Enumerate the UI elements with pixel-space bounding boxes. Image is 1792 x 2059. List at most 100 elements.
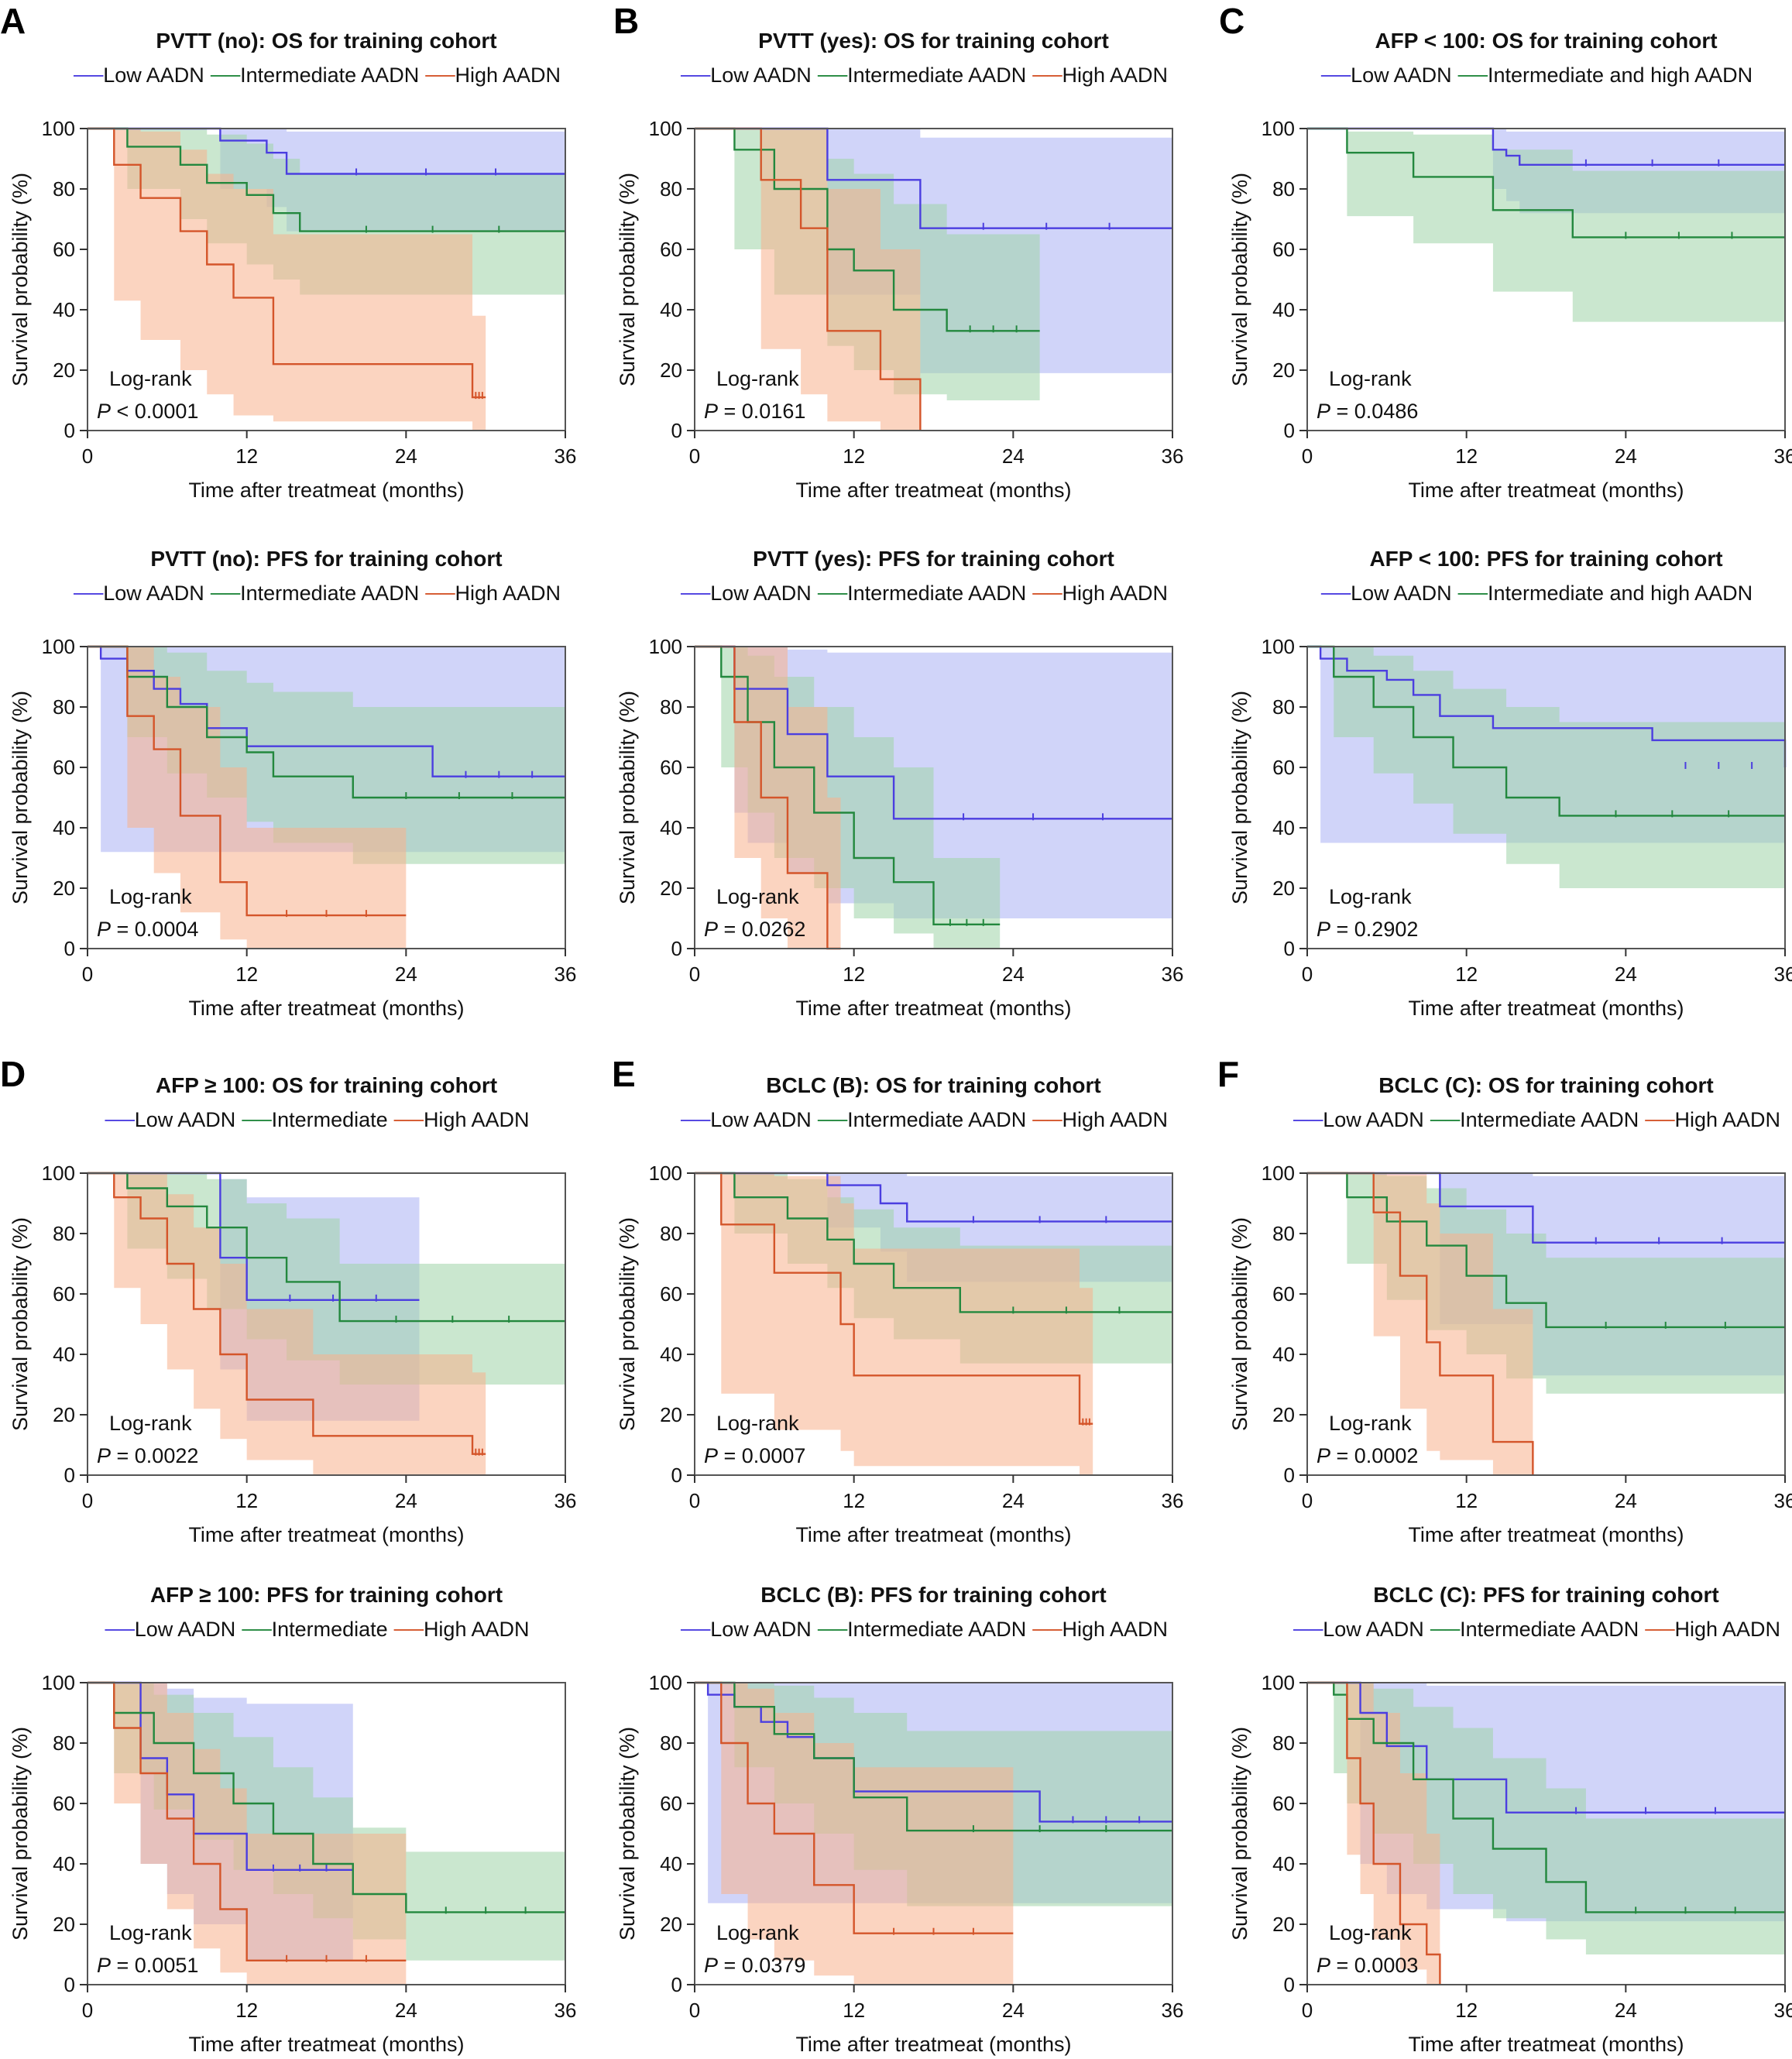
chart-title: PVTT (no): PFS for training cohort	[150, 547, 502, 571]
y-axis-label: Survival probability (%)	[616, 1217, 639, 1431]
legend-label-high: High AADN	[424, 1618, 530, 1641]
y-tick-label: 20	[53, 877, 75, 900]
y-tick-label: 100	[649, 635, 682, 658]
chart-title: PVTT (yes): PFS for training cohort	[753, 547, 1114, 571]
legend-swatch-high: ──	[1644, 1618, 1675, 1641]
survival-curve-low	[695, 1172, 1172, 1223]
y-tick-label: 40	[53, 1343, 75, 1366]
legend-label-high: High AADN	[455, 582, 561, 605]
x-tick-label: 36	[1774, 1999, 1792, 2022]
legend-label-low: Low AADN	[710, 582, 812, 605]
chart-title: AFP ≥ 100: OS for training cohort	[156, 1073, 497, 1097]
x-tick-label: 12	[235, 1999, 258, 2022]
survival-curve-intermediate	[695, 1681, 1172, 1832]
legend-swatch-high: ──	[393, 1108, 424, 1131]
legend-label-intermediate: Intermediate AADN	[1460, 1108, 1639, 1131]
x-tick-label: 0	[1302, 1999, 1313, 2022]
legend-swatch-high: ──	[1032, 63, 1062, 87]
x-tick-label: 24	[395, 963, 417, 986]
x-tick-label: 36	[1162, 1999, 1184, 2022]
legend-swatch-intermediate: ──	[1457, 582, 1488, 605]
y-tick-label: 100	[1262, 117, 1295, 140]
x-tick-label: 36	[554, 1999, 577, 2022]
legend-label-low: Low AADN	[1351, 582, 1452, 605]
legend-label-intermediate: Intermediate AADN	[847, 1618, 1026, 1641]
survival-curve-intermediate	[88, 645, 565, 799]
y-tick-label: 100	[649, 1162, 682, 1185]
legend: ──Low AADN ──Intermediate AADN ──High AADN	[680, 63, 1168, 87]
x-tick-label: 12	[843, 963, 865, 986]
legend-swatch-intermediate: ──	[210, 582, 241, 605]
plot-frame	[694, 646, 1173, 949]
y-tick-label: 100	[1262, 1671, 1295, 1694]
x-tick-label: 12	[843, 1489, 865, 1512]
survival-curve-intermediate	[1307, 1172, 1785, 1329]
legend-label-high: High AADN	[424, 1108, 530, 1131]
x-tick-label: 12	[1455, 1999, 1478, 2022]
km-plot-8: 0 20 40 60 80 100 0 12 24 36 Time after treatmeat …	[616, 1073, 1183, 1546]
x-tick-label: 24	[1615, 1489, 1637, 1512]
y-tick-label: 20	[53, 1913, 75, 1936]
x-tick-label: 24	[1615, 963, 1637, 986]
legend: ──Low AADN ──Intermediate AADN ──High AADN	[73, 63, 561, 87]
p-value: P = 0.0003	[1317, 1954, 1418, 1977]
x-axis-label: Time after treatmeat (months)	[188, 2033, 464, 2056]
legend-swatch-high: ──	[1032, 1618, 1062, 1641]
panel-letter-c: C	[1219, 1, 1245, 41]
legend-swatch-intermediate: ──	[1430, 1618, 1461, 1641]
plot-frame	[87, 1172, 566, 1476]
legend-label-intermediate: Intermediate AADN	[847, 63, 1026, 87]
km-plot-11: 0 20 40 60 80 100 0 12 24 36 Time after treatmeat …	[616, 1583, 1183, 2056]
svg-text:──Low AADN──Intermediate──High: ──Low AADN ──Intermediate ──High AADN	[104, 1108, 529, 1131]
x-axis-label: Time after treatmeat (months)	[188, 997, 464, 1020]
x-tick-label: 24	[1002, 1489, 1025, 1512]
y-tick-label: 80	[1272, 1731, 1295, 1755]
y-axis-label: Survival probability (%)	[9, 1727, 32, 1941]
x-axis-label: Time after treatmeat (months)	[795, 997, 1071, 1020]
x-tick-label: 0	[689, 963, 700, 986]
y-axis-label: Survival probability (%)	[1228, 1727, 1251, 1941]
plot-frame	[87, 128, 566, 431]
x-tick-label: 36	[554, 1489, 577, 1512]
legend: ──Low AADN ──Intermediate AADN ──High AADN	[1293, 1108, 1780, 1131]
x-tick-label: 24	[1002, 444, 1025, 468]
logrank-label: Log-rank	[716, 885, 799, 908]
km-plot-6: 0 20 40 60 80 100 0 12 24 36 Time after treatmeat …	[1228, 547, 1792, 1020]
p-value: P = 0.2902	[1317, 918, 1418, 941]
y-tick-label: 0	[671, 1973, 682, 1996]
x-tick-label: 12	[843, 1999, 865, 2022]
p-value: P = 0.0051	[97, 1954, 198, 1977]
x-tick-label: 24	[395, 444, 417, 468]
x-tick-label: 24	[1615, 1999, 1637, 2022]
chart-title: PVTT (yes): OS for training cohort	[758, 29, 1109, 53]
p-value: P < 0.0001	[97, 400, 198, 423]
legend-swatch-intermediate: ──	[1430, 1108, 1461, 1131]
km-plot-2: 0 20 40 60 80 100 0 12 24 36 Time after treatmeat …	[616, 29, 1183, 502]
x-tick-label: 36	[554, 444, 577, 468]
y-tick-label: 0	[1284, 419, 1295, 442]
y-tick-label: 80	[660, 177, 682, 201]
x-tick-label: 0	[689, 1999, 700, 2022]
x-tick-label: 12	[843, 444, 865, 468]
plot-frame	[1306, 1682, 1786, 1985]
svg-text:──Low AADN──Intermediate and h: ──Low AADN ──Intermediate and high AADN	[1320, 63, 1753, 87]
legend-label-low: Low AADN	[135, 1618, 236, 1641]
legend-swatch-intermediate: ──	[817, 582, 848, 605]
p-value: P = 0.0486	[1317, 400, 1418, 423]
y-tick-label: 40	[53, 1852, 75, 1875]
survival-curve-low	[1307, 127, 1785, 166]
x-tick-label: 24	[1002, 1999, 1025, 2022]
survival-curve-intermediate	[695, 127, 1040, 332]
y-tick-label: 40	[1272, 1343, 1295, 1366]
y-tick-label: 60	[53, 756, 75, 779]
plot-frame	[87, 1682, 566, 1985]
km-plot-12: 0 20 40 60 80 100 0 12 24 36 Time after treatmeat …	[1228, 1583, 1792, 2056]
x-tick-label: 36	[1162, 963, 1184, 986]
survival-curve-low	[1307, 1681, 1785, 1814]
svg-text:──Low AADN──Intermediate AADN─: ──Low AADN ──Intermediate AADN ──High AADN	[73, 582, 561, 605]
legend-label-intermediate: Intermediate AADN	[240, 582, 419, 605]
ci-band-high	[88, 1173, 486, 1475]
panel-letter-e: E	[612, 1054, 636, 1094]
legend-label-low: Low AADN	[103, 63, 204, 87]
y-tick-label: 60	[1272, 756, 1295, 779]
